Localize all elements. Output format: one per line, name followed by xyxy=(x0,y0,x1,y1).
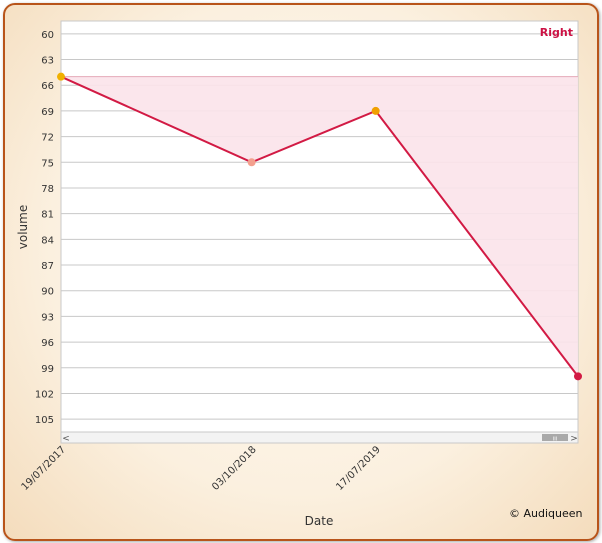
y-tick-label: 84 xyxy=(41,235,54,246)
y-tick-label: 90 xyxy=(41,287,54,298)
copyright-text: © Audiqueen xyxy=(509,507,583,520)
data-point[interactable] xyxy=(371,106,380,115)
data-point[interactable] xyxy=(247,158,256,167)
legend-right: Right xyxy=(540,26,573,39)
series-right xyxy=(57,72,582,381)
x-tick-label: 17/07/2019 xyxy=(334,444,383,493)
area-fill-shape xyxy=(61,76,578,377)
scroll-right-arrow[interactable]: > xyxy=(570,434,578,444)
scroll-thumb[interactable] xyxy=(542,434,568,441)
y-axis-title: volume xyxy=(16,205,30,249)
scroll-left-arrow[interactable]: < xyxy=(62,434,70,444)
y-tick-label: 93 xyxy=(41,312,54,323)
y-tick-label: 72 xyxy=(41,133,54,144)
series-line xyxy=(60,75,579,377)
x-axis-ticks: 19/07/2017 03/10/2018 17/07/2019 xyxy=(20,444,383,493)
y-tick-label: 69 xyxy=(41,107,54,118)
y-tick-label: 102 xyxy=(35,389,54,400)
data-point[interactable] xyxy=(57,72,65,81)
y-tick-label: 99 xyxy=(41,364,54,375)
y-tick-label: 75 xyxy=(41,158,54,169)
x-tick-label: 03/10/2018 xyxy=(210,444,259,493)
y-tick-label: 96 xyxy=(41,338,54,349)
data-point[interactable] xyxy=(574,372,582,381)
y-tick-label: 60 xyxy=(41,30,54,41)
y-tick-label: 81 xyxy=(41,210,54,221)
horizontal-scrollbar[interactable]: < III > xyxy=(60,431,579,444)
y-tick-label: 105 xyxy=(35,415,54,426)
x-tick-label: 19/07/2017 xyxy=(20,444,69,493)
y-tick-label: 66 xyxy=(41,81,54,92)
area-fill xyxy=(61,76,578,377)
y-tick-label: 78 xyxy=(41,184,54,195)
y-tick-label: 63 xyxy=(41,56,54,67)
y-axis-ticks: 60 63 66 69 72 75 78 81 84 87 90 93 96 99 102 105 xyxy=(35,30,54,426)
scroll-thumb-grip: III xyxy=(553,437,557,443)
y-tick-label: 87 xyxy=(41,261,54,272)
x-axis-title: Date xyxy=(305,514,334,528)
